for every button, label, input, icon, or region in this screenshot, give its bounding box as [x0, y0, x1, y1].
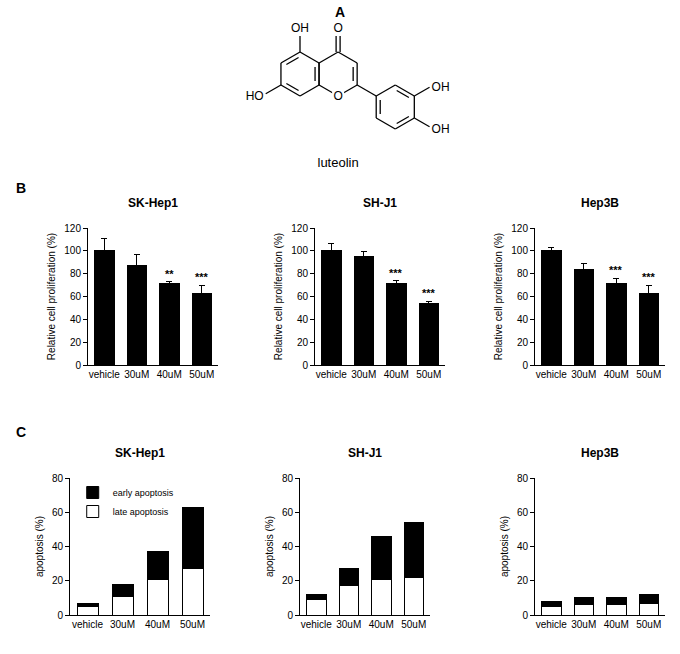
svg-text:120: 120 [291, 223, 308, 234]
svg-text:C: C [16, 424, 26, 440]
svg-text:vehicle: vehicle [72, 619, 104, 630]
svg-text:**: ** [165, 268, 174, 280]
svg-text:20: 20 [517, 337, 529, 348]
svg-text:Hep3B: Hep3B [581, 446, 619, 460]
svg-text:60: 60 [70, 291, 82, 302]
svg-text:100: 100 [291, 245, 308, 256]
svg-text:80: 80 [70, 268, 82, 279]
svg-text:***: *** [609, 264, 623, 276]
svg-text:OH: OH [432, 80, 450, 94]
svg-text:50uM: 50uM [189, 369, 214, 380]
svg-text:60: 60 [517, 291, 529, 302]
svg-text:60: 60 [297, 291, 309, 302]
svg-text:40uM: 40uM [369, 619, 394, 630]
svg-text:30uM: 30uM [110, 619, 135, 630]
svg-text:0: 0 [522, 610, 528, 621]
svg-text:***: *** [422, 287, 436, 299]
svg-text:***: *** [389, 267, 403, 279]
svg-text:OH: OH [432, 122, 450, 136]
svg-text:SH-J1: SH-J1 [363, 196, 397, 210]
svg-text:40uM: 40uM [604, 619, 629, 630]
svg-text:late apoptosis: late apoptosis [113, 507, 169, 517]
svg-text:20: 20 [282, 575, 294, 586]
svg-text:50uM: 50uM [416, 369, 441, 380]
svg-text:120: 120 [64, 223, 81, 234]
svg-text:40: 40 [52, 541, 64, 552]
svg-text:120: 120 [511, 223, 528, 234]
svg-text:0: 0 [57, 610, 63, 621]
svg-text:0: 0 [287, 610, 293, 621]
svg-text:0: 0 [302, 360, 308, 371]
svg-text:30uM: 30uM [351, 369, 376, 380]
svg-text:B: B [16, 180, 26, 196]
svg-text:30uM: 30uM [124, 369, 149, 380]
svg-text:50uM: 50uM [401, 619, 426, 630]
svg-text:40uM: 40uM [384, 369, 409, 380]
svg-text:0: 0 [75, 360, 81, 371]
svg-text:80: 80 [517, 268, 529, 279]
svg-text:30uM: 30uM [336, 619, 361, 630]
svg-text:30uM: 30uM [571, 619, 596, 630]
svg-text:O: O [333, 21, 342, 35]
svg-text:20: 20 [70, 337, 82, 348]
svg-text:apoptosis (%): apoptosis (%) [499, 516, 510, 577]
svg-text:40: 40 [517, 541, 529, 552]
svg-text:vehicle: vehicle [536, 369, 568, 380]
svg-text:40uM: 40uM [145, 619, 170, 630]
svg-text:40uM: 40uM [604, 369, 629, 380]
svg-text:80: 80 [297, 268, 309, 279]
svg-text:Relative cell proliferation (%: Relative cell proliferation (%) [273, 233, 284, 360]
svg-text:20: 20 [517, 575, 529, 586]
svg-text:SK-Hep1: SK-Hep1 [115, 446, 165, 460]
svg-text:20: 20 [297, 337, 309, 348]
svg-text:40: 40 [282, 541, 294, 552]
svg-text:A: A [335, 4, 345, 20]
svg-text:40: 40 [70, 314, 82, 325]
svg-text:100: 100 [64, 245, 81, 256]
svg-text:apoptosis (%): apoptosis (%) [34, 516, 45, 577]
svg-text:vehicle: vehicle [316, 369, 348, 380]
svg-text:HO: HO [246, 89, 264, 103]
svg-text:50uM: 50uM [636, 369, 661, 380]
svg-text:40: 40 [517, 314, 529, 325]
svg-text:50uM: 50uM [180, 619, 205, 630]
svg-text:SK-Hep1: SK-Hep1 [128, 196, 178, 210]
svg-text:30uM: 30uM [571, 369, 596, 380]
svg-text:100: 100 [511, 245, 528, 256]
svg-text:80: 80 [52, 473, 64, 484]
svg-text:Relative cell proliferation (%: Relative cell proliferation (%) [493, 233, 504, 360]
svg-text:20: 20 [52, 575, 64, 586]
svg-text:O: O [333, 89, 342, 103]
svg-text:40uM: 40uM [157, 369, 182, 380]
svg-text:***: *** [195, 271, 209, 283]
svg-text:vehicle: vehicle [536, 619, 568, 630]
svg-text:SH-J1: SH-J1 [348, 446, 382, 460]
svg-text:early apoptosis: early apoptosis [113, 488, 174, 498]
svg-text:50uM: 50uM [636, 619, 661, 630]
svg-text:0: 0 [522, 360, 528, 371]
svg-text:60: 60 [52, 507, 64, 518]
svg-text:60: 60 [517, 507, 529, 518]
svg-text:vehicle: vehicle [301, 619, 333, 630]
svg-text:OH: OH [291, 21, 309, 35]
svg-text:***: *** [642, 271, 656, 283]
svg-text:80: 80 [517, 473, 529, 484]
svg-text:80: 80 [282, 473, 294, 484]
svg-text:60: 60 [282, 507, 294, 518]
svg-text:apoptosis (%): apoptosis (%) [264, 516, 275, 577]
svg-text:40: 40 [297, 314, 309, 325]
svg-text:luteolin: luteolin [318, 155, 359, 170]
svg-text:Hep3B: Hep3B [581, 196, 619, 210]
svg-text:vehicle: vehicle [89, 369, 121, 380]
svg-text:Relative cell proliferation (%: Relative cell proliferation (%) [46, 233, 57, 360]
